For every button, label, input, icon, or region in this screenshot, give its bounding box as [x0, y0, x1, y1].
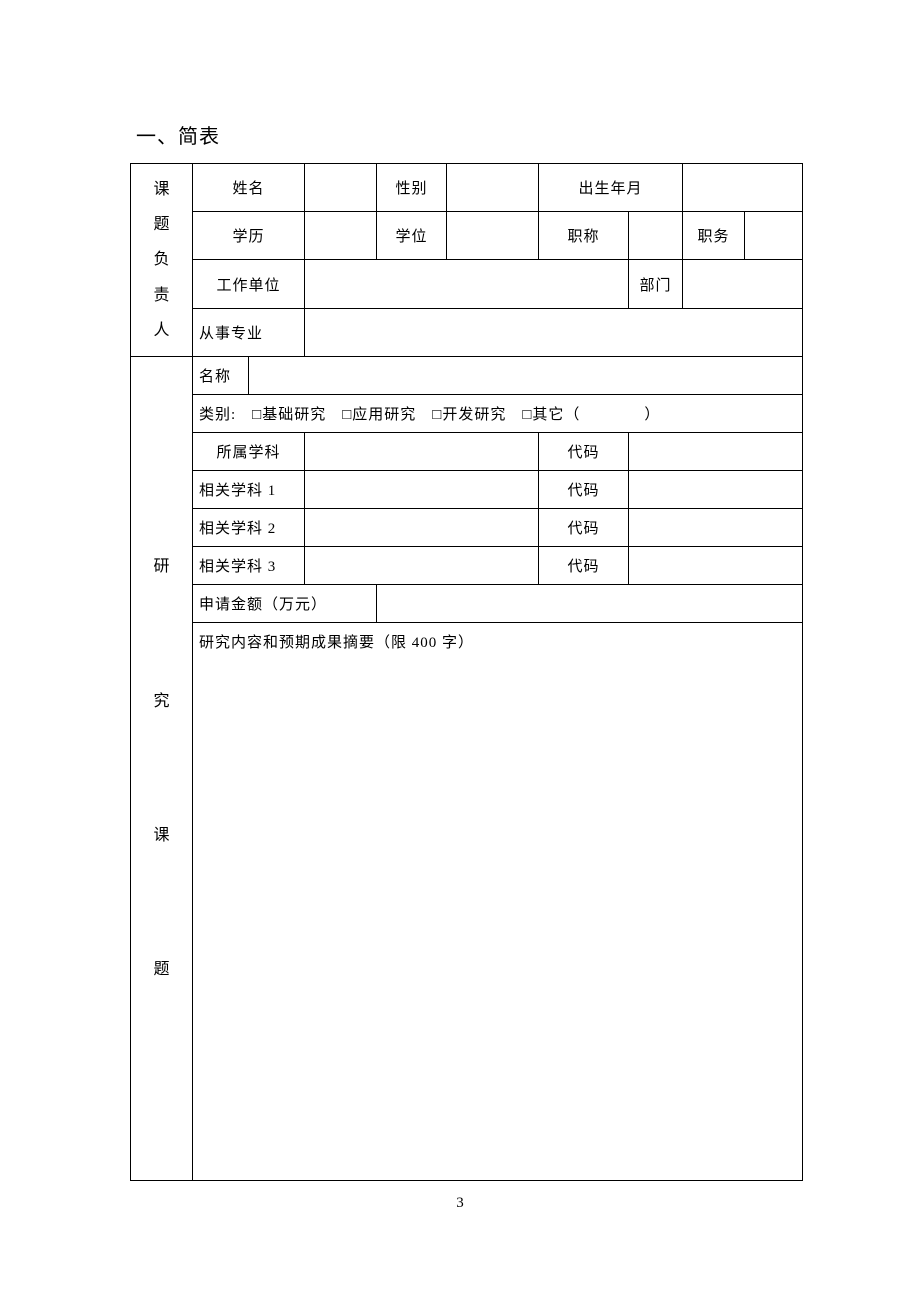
- project-name-label: 名称: [193, 356, 249, 394]
- amount-label: 申请金额（万元）: [193, 584, 377, 622]
- birth-label: 出生年月: [539, 164, 683, 212]
- name-label: 姓名: [193, 164, 305, 212]
- education-label: 学历: [193, 212, 305, 260]
- brief-form-table: 课 题 负 责 人 姓名 性别 出生年月 学历 学位 职称 职务 工作单位 部门…: [130, 163, 803, 1181]
- degree-value[interactable]: [447, 212, 539, 260]
- page-number: 3: [0, 1195, 920, 1212]
- leader-vertical-label: 课 题 负 责 人: [131, 164, 193, 357]
- related1-code-value[interactable]: [629, 470, 803, 508]
- category-line[interactable]: 类别: □基础研究 □应用研究 □开发研究 □其它（ ）: [193, 394, 803, 432]
- title-value[interactable]: [629, 212, 683, 260]
- title-label: 职称: [539, 212, 629, 260]
- project-name-value[interactable]: [249, 356, 803, 394]
- related1-label: 相关学科 1: [193, 470, 305, 508]
- education-value[interactable]: [305, 212, 377, 260]
- position-label: 职务: [683, 212, 745, 260]
- discipline-code-value[interactable]: [629, 432, 803, 470]
- related1-code-label: 代码: [539, 470, 629, 508]
- position-value[interactable]: [745, 212, 803, 260]
- section-title: 一、简表: [136, 120, 790, 149]
- discipline-label: 所属学科: [193, 432, 305, 470]
- related3-code-label: 代码: [539, 546, 629, 584]
- specialty-label: 从事专业: [193, 308, 305, 356]
- birth-value[interactable]: [683, 164, 803, 212]
- amount-value[interactable]: [377, 584, 803, 622]
- project-vertical-label: 研 究 课 题: [131, 356, 193, 1180]
- degree-label: 学位: [377, 212, 447, 260]
- discipline-code-label: 代码: [539, 432, 629, 470]
- related3-code-value[interactable]: [629, 546, 803, 584]
- summary-label: 研究内容和预期成果摘要（限 400 字）: [193, 622, 803, 660]
- related2-code-value[interactable]: [629, 508, 803, 546]
- department-value[interactable]: [683, 260, 803, 308]
- related3-label: 相关学科 3: [193, 546, 305, 584]
- gender-value[interactable]: [447, 164, 539, 212]
- related3-value[interactable]: [305, 546, 539, 584]
- related2-label: 相关学科 2: [193, 508, 305, 546]
- workunit-label: 工作单位: [193, 260, 305, 308]
- specialty-value[interactable]: [305, 308, 803, 356]
- related2-code-label: 代码: [539, 508, 629, 546]
- related2-value[interactable]: [305, 508, 539, 546]
- department-label: 部门: [629, 260, 683, 308]
- related1-value[interactable]: [305, 470, 539, 508]
- name-value[interactable]: [305, 164, 377, 212]
- discipline-value[interactable]: [305, 432, 539, 470]
- workunit-value[interactable]: [305, 260, 629, 308]
- gender-label: 性别: [377, 164, 447, 212]
- summary-value[interactable]: [193, 660, 803, 1180]
